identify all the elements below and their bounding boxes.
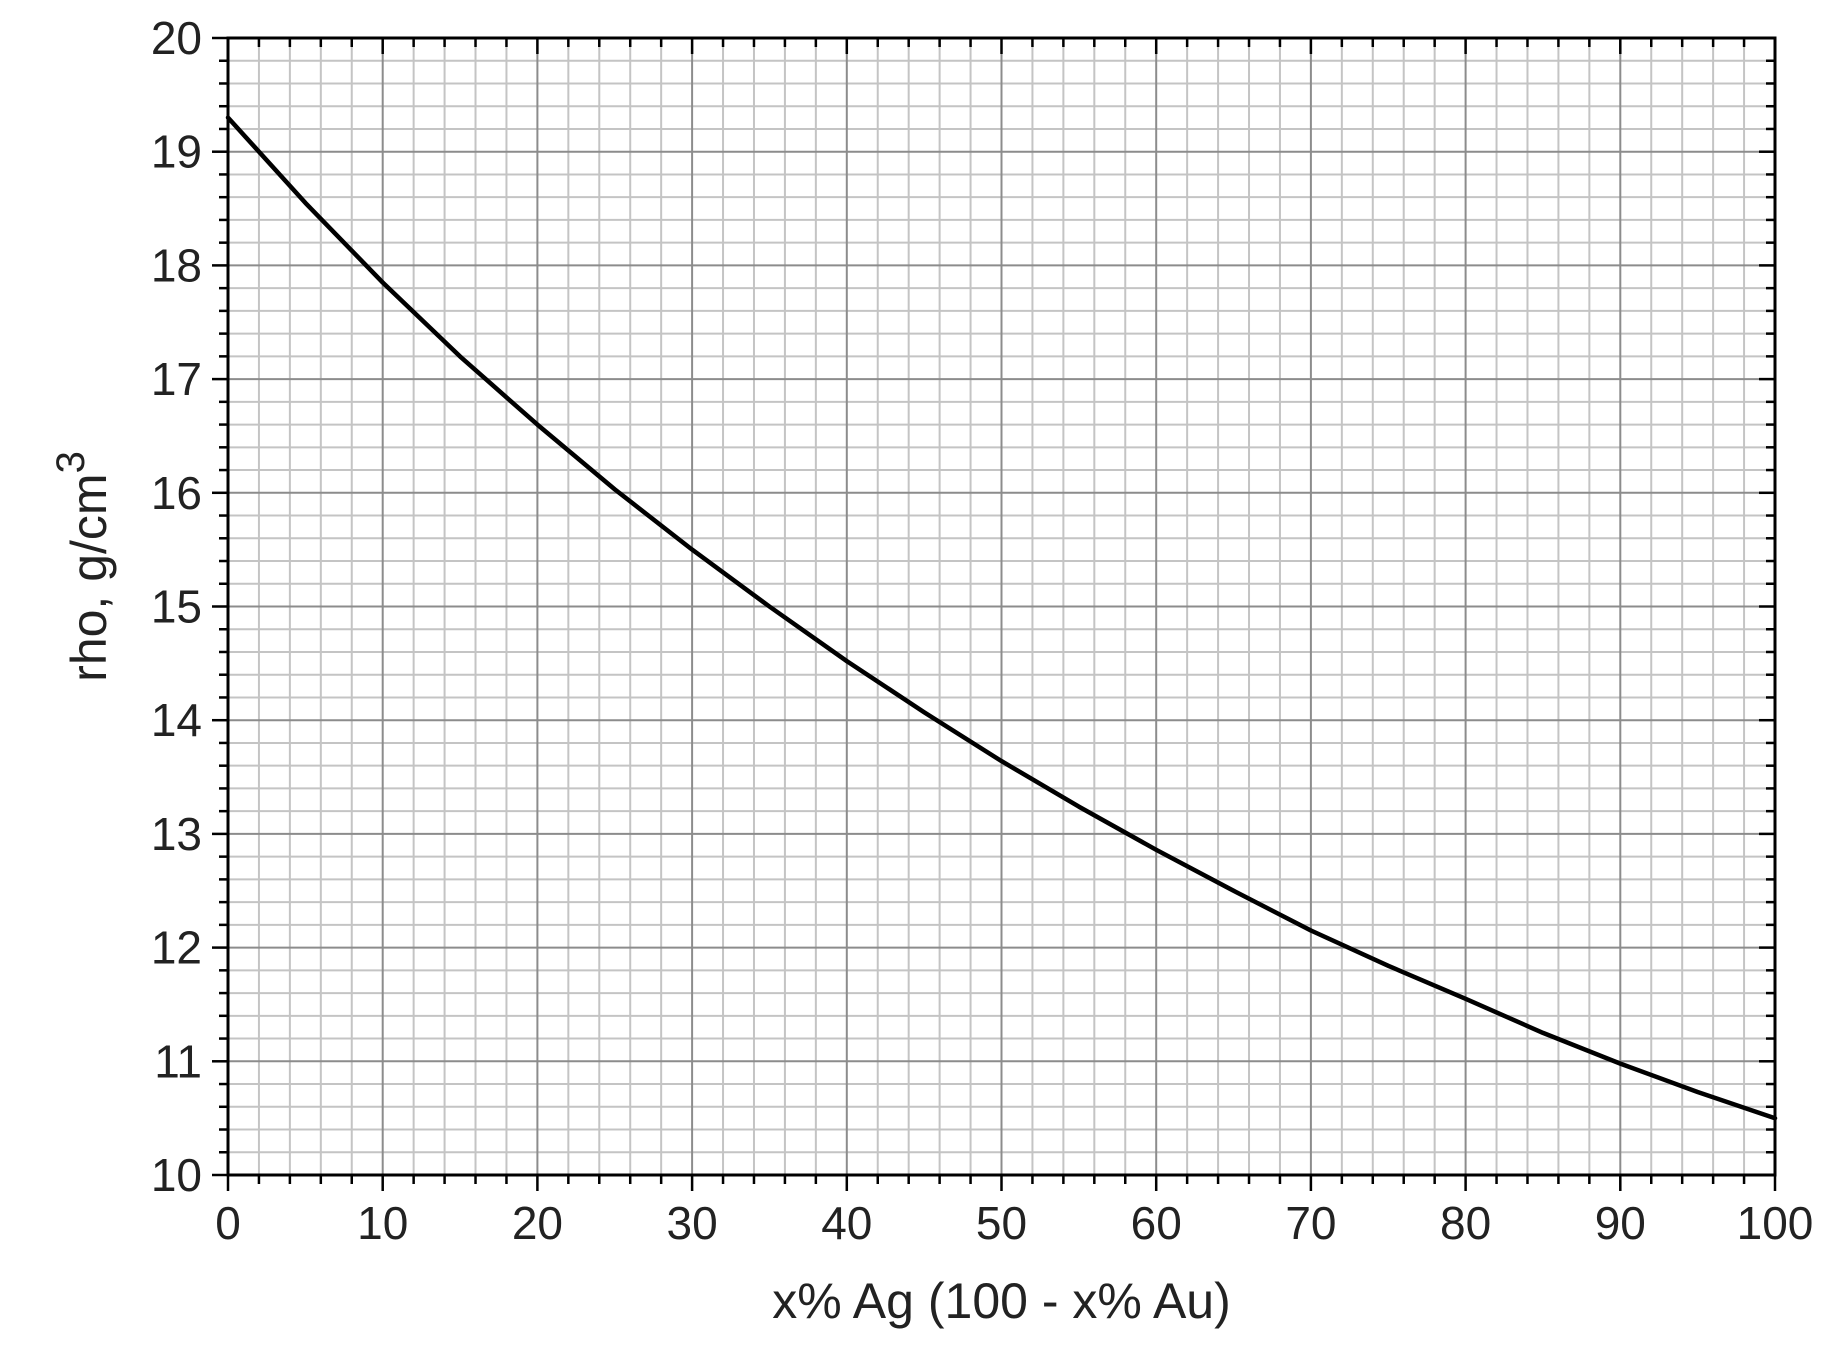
y-tick-label: 18 bbox=[151, 239, 202, 291]
density-curve bbox=[225, 115, 1778, 1121]
y-tick-label: 13 bbox=[151, 808, 202, 860]
x-tick-label: 80 bbox=[1440, 1197, 1491, 1249]
x-tick-label: 20 bbox=[512, 1197, 563, 1249]
y-tick-label: 17 bbox=[151, 353, 202, 405]
y-axis-title: rho, g/cm3 bbox=[49, 451, 117, 682]
x-tick-labels: 0 10 20 30 40 50 60 70 80 90 100 bbox=[215, 1197, 1813, 1249]
y-axis-title-superscript: 3 bbox=[49, 451, 93, 473]
y-tick-label: 16 bbox=[151, 467, 202, 519]
plot-frame bbox=[226, 36, 1777, 1177]
x-tick-label: 30 bbox=[667, 1197, 718, 1249]
major-grid bbox=[227, 37, 1776, 1176]
x-axis-title: x% Ag (100 - x% Au) bbox=[772, 1273, 1231, 1329]
y-tick-label: 12 bbox=[151, 922, 202, 974]
y-tick-label: 19 bbox=[151, 126, 202, 178]
y-tick-label: 15 bbox=[151, 581, 202, 633]
y-axis-title-main: rho, g/cm bbox=[61, 473, 117, 681]
y-tick-label: 10 bbox=[151, 1149, 202, 1201]
x-tick-label: 10 bbox=[357, 1197, 408, 1249]
y-tick-labels: 10 11 12 13 14 15 16 17 18 19 20 bbox=[151, 12, 202, 1201]
y-tick-label: 20 bbox=[151, 12, 202, 64]
x-tick-label: 0 bbox=[215, 1197, 241, 1249]
y-tick-label: 11 bbox=[154, 1035, 202, 1087]
x-tick-label: 100 bbox=[1737, 1197, 1814, 1249]
x-tick-label: 90 bbox=[1595, 1197, 1646, 1249]
x-tick-label: 50 bbox=[976, 1197, 1027, 1249]
x-tick-label: 40 bbox=[821, 1197, 872, 1249]
axis-ticks bbox=[212, 36, 1777, 1191]
y-tick-label: 14 bbox=[151, 694, 202, 746]
x-tick-label: 70 bbox=[1285, 1197, 1336, 1249]
x-tick-label: 60 bbox=[1131, 1197, 1182, 1249]
